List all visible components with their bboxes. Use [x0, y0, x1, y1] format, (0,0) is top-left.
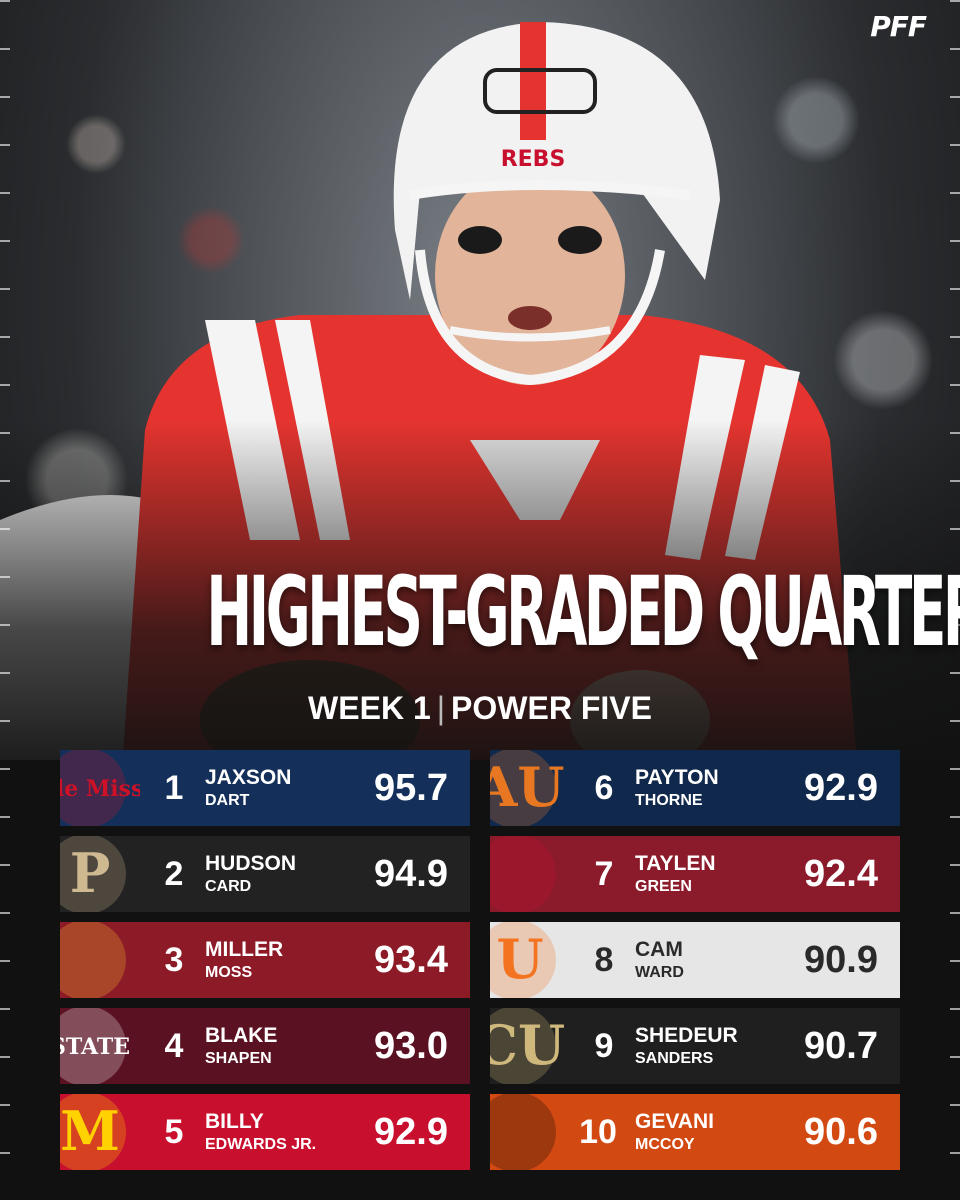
rank-number: 2: [164, 855, 184, 893]
svg-text:P: P: [70, 841, 111, 905]
purdue-logo-icon: P: [60, 836, 140, 912]
player-grade: 93.0: [374, 1025, 448, 1067]
player-last-name: SANDERS: [635, 1050, 714, 1067]
player-first-name: JAXSON: [205, 766, 292, 789]
player-last-name: MCCOY: [635, 1136, 695, 1153]
ole-miss-logo-icon: Ole Miss: [60, 750, 140, 826]
player-card: STATE 4 BLAKE SHAPEN 93.0: [60, 1008, 470, 1084]
rank-number: 3: [164, 941, 184, 979]
left-yard-markers: [0, 0, 10, 1200]
division-label: POWER FIVE: [451, 690, 652, 726]
player-grade: 95.7: [374, 767, 448, 809]
auburn-logo-icon: AU: [490, 750, 570, 826]
player-card: U 8 CAM WARD 90.9: [490, 922, 900, 998]
player-card: 10 GEVANI MCCOY 90.6: [490, 1094, 900, 1170]
player-last-name: SHAPEN: [205, 1050, 272, 1067]
player-first-name: CAM: [635, 938, 683, 961]
svg-text:STATE: STATE: [60, 1034, 130, 1060]
bottom-fade: [0, 420, 960, 800]
player-grade: 94.9: [374, 853, 448, 895]
player-card: P 2 HUDSON CARD 94.9: [60, 836, 470, 912]
maryland-logo-icon: M: [60, 1094, 140, 1170]
rank-number: 5: [164, 1113, 184, 1151]
player-grade: 90.6: [804, 1111, 878, 1153]
player-first-name: BILLY: [205, 1110, 264, 1133]
player-grade: 92.4: [804, 853, 878, 895]
mississippi-state-logo-icon: STATE: [60, 1008, 140, 1084]
player-grade: 93.4: [374, 939, 448, 981]
player-last-name: THORNE: [635, 792, 703, 809]
player-last-name: CARD: [205, 878, 252, 895]
svg-text:U: U: [496, 927, 543, 991]
player-first-name: BLAKE: [205, 1024, 278, 1047]
player-card: CU 9 SHEDEUR SANDERS 90.7: [490, 1008, 900, 1084]
pff-logo: PFF: [870, 10, 927, 43]
rank-number: 10: [579, 1113, 617, 1151]
player-first-name: MILLER: [205, 938, 284, 961]
player-first-name: PAYTON: [635, 766, 719, 789]
player-grade: 92.9: [804, 767, 878, 809]
player-card: 7 TAYLEN GREEN 92.4: [490, 836, 900, 912]
page-subtitle: WEEK 1 | POWER FIVE: [0, 690, 960, 727]
helmet-text: REBS: [501, 147, 566, 172]
player-grade: 90.7: [804, 1025, 878, 1067]
player-card: Ole Miss 1 JAXSON DART 95.7: [60, 750, 470, 826]
player-last-name: WARD: [635, 964, 684, 981]
usc-trojan-logo-icon: [60, 922, 140, 998]
player-grade: 92.9: [374, 1111, 448, 1153]
colorado-buffalo-logo-icon: CU: [490, 1008, 570, 1084]
arkansas-razorback-logo-icon: [490, 836, 570, 912]
svg-text:CU: CU: [490, 1013, 565, 1077]
player-last-name: GREEN: [635, 878, 692, 895]
player-first-name: SHEDEUR: [635, 1024, 738, 1047]
player-grade: 90.9: [804, 939, 878, 981]
svg-text:M: M: [60, 1099, 120, 1163]
player-card: 3 MILLER MOSS 93.4: [60, 922, 470, 998]
svg-text:Ole Miss: Ole Miss: [60, 776, 140, 802]
week-label: WEEK 1: [308, 690, 431, 726]
page-title: HIGHEST-GRADED QUARTERBACKS: [206, 556, 960, 668]
player-last-name: MOSS: [205, 964, 253, 981]
rank-number: 4: [164, 1027, 184, 1065]
oregon-state-beaver-logo-icon: [490, 1094, 570, 1170]
rank-number: 7: [594, 855, 614, 893]
miami-logo-icon: U: [490, 922, 570, 998]
rank-number: 8: [594, 941, 614, 979]
subtitle-separator: |: [436, 690, 446, 726]
player-first-name: GEVANI: [635, 1110, 714, 1133]
rank-number: 6: [594, 769, 614, 807]
player-card: M 5 BILLY EDWARDS JR. 92.9: [60, 1094, 470, 1170]
right-yard-markers: [950, 0, 960, 1200]
rank-number: 9: [594, 1027, 614, 1065]
player-last-name: DART: [205, 792, 250, 809]
rank-number: 1: [164, 769, 184, 807]
player-last-name: EDWARDS JR.: [205, 1136, 317, 1153]
player-first-name: HUDSON: [205, 852, 297, 875]
player-first-name: TAYLEN: [635, 852, 716, 875]
svg-text:AU: AU: [490, 755, 565, 819]
player-card: AU 6 PAYTON THORNE 92.9: [490, 750, 900, 826]
